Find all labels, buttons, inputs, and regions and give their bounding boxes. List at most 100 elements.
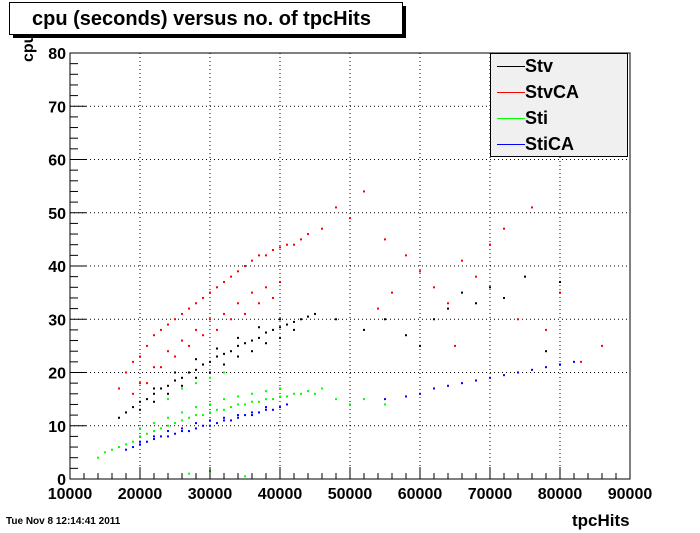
data-point [97, 456, 99, 459]
data-point [237, 395, 239, 398]
data-point [349, 403, 351, 406]
data-point [181, 411, 183, 414]
data-point [300, 238, 302, 241]
data-point [244, 265, 246, 267]
data-point [167, 416, 169, 419]
data-point [265, 406, 267, 409]
data-point [279, 387, 281, 390]
data-point [433, 318, 435, 321]
y-tick-label: 70 [48, 99, 66, 116]
data-point [349, 217, 351, 220]
x-tick-label: 40000 [258, 486, 303, 503]
data-point [195, 328, 197, 331]
data-point [272, 249, 274, 252]
data-point [202, 296, 204, 299]
data-point [272, 408, 274, 411]
data-point [265, 254, 267, 257]
data-point [405, 334, 407, 337]
data-point [314, 392, 316, 395]
data-point [153, 392, 155, 395]
data-point [265, 331, 267, 334]
data-point [475, 275, 477, 278]
data-point [244, 342, 246, 345]
data-point [167, 384, 169, 387]
data-point [237, 336, 239, 339]
data-point [230, 406, 232, 409]
data-point [384, 403, 386, 406]
title-shadow-bottom [13, 35, 406, 38]
data-point [300, 392, 302, 395]
data-point [167, 392, 169, 395]
data-point [258, 326, 260, 329]
series-stica [125, 360, 575, 451]
data-point [265, 408, 267, 411]
x-tick-label: 50000 [328, 486, 373, 503]
data-point [335, 398, 337, 401]
data-point [384, 318, 386, 321]
data-point [531, 368, 533, 371]
data-point [146, 398, 148, 401]
data-point [174, 371, 176, 374]
data-point [293, 328, 295, 331]
data-point [146, 440, 148, 443]
data-point [160, 366, 162, 369]
data-point [195, 427, 197, 430]
data-point [132, 440, 134, 443]
series-stvca [118, 190, 603, 395]
data-point [118, 416, 120, 419]
data-point [153, 430, 155, 433]
data-point [293, 320, 295, 323]
data-point [279, 318, 281, 321]
data-point [195, 422, 197, 425]
data-point [489, 286, 491, 289]
data-point [195, 414, 197, 417]
data-point [475, 302, 477, 305]
data-point [237, 416, 239, 419]
data-point [146, 344, 148, 347]
data-point [300, 318, 302, 321]
data-point [216, 422, 218, 425]
data-point [251, 400, 253, 403]
data-point [139, 400, 141, 403]
y-tick-label: 40 [48, 259, 66, 276]
data-point [174, 432, 176, 435]
data-point [188, 371, 190, 374]
data-point [216, 286, 218, 289]
data-point [433, 286, 435, 289]
legend-entry-sti: Sti [491, 106, 629, 132]
data-point [132, 392, 134, 395]
data-point [223, 416, 225, 419]
data-point [223, 352, 225, 355]
data-point [405, 254, 407, 257]
data-point [237, 270, 239, 273]
data-point [139, 355, 141, 358]
data-point [216, 408, 218, 411]
data-point [188, 472, 190, 475]
data-point [160, 427, 162, 430]
data-point [573, 360, 575, 363]
data-point [153, 366, 155, 369]
data-point [132, 360, 134, 363]
data-point [279, 336, 281, 339]
data-point [517, 318, 519, 321]
x-tick-label: 10000 [48, 486, 93, 503]
legend-label-stvca: StvCA [525, 82, 580, 102]
data-point [363, 190, 365, 193]
data-point [139, 443, 141, 446]
data-point [209, 371, 211, 374]
data-point [202, 424, 204, 427]
data-point [286, 243, 288, 246]
data-point [293, 392, 295, 395]
data-point [223, 371, 225, 374]
data-point [223, 363, 225, 366]
data-point [125, 371, 127, 374]
data-point [125, 411, 127, 414]
legend: Stv StvCA Sti StiCA [490, 53, 628, 157]
y-tick-label: 50 [48, 206, 66, 223]
data-point [454, 344, 456, 347]
y-tick-label: 30 [48, 312, 66, 329]
x-tick-label: 80000 [538, 486, 583, 503]
data-point [384, 398, 386, 401]
data-point [195, 358, 197, 361]
data-point [363, 398, 365, 401]
